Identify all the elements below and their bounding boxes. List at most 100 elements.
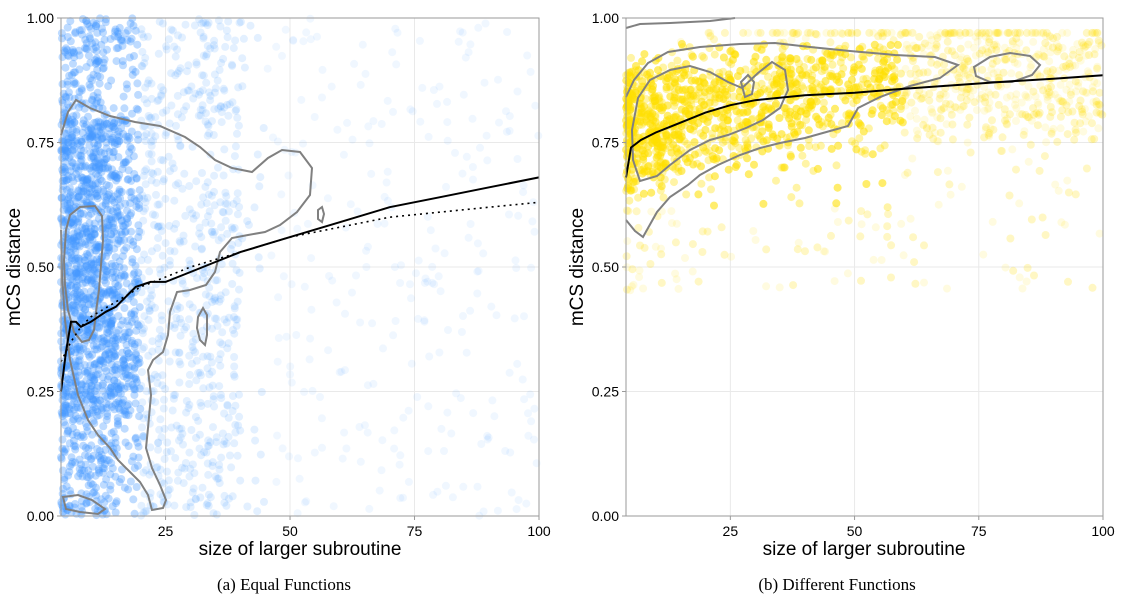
x-tick-label: 25: [158, 523, 174, 539]
data-point: [79, 292, 87, 301]
data-point: [62, 146, 71, 155]
data-point: [876, 144, 885, 153]
data-point: [210, 70, 219, 79]
data-point: [99, 386, 107, 395]
y-tick-label: 0.25: [27, 384, 54, 400]
data-point: [157, 332, 166, 341]
data-point: [216, 22, 225, 31]
data-point: [1079, 127, 1088, 136]
data-point: [182, 102, 191, 111]
data-point: [89, 371, 98, 380]
data-point: [677, 95, 686, 104]
data-point: [429, 86, 438, 94]
data-point: [286, 362, 295, 371]
data-point: [436, 287, 445, 296]
data-point: [830, 277, 839, 286]
data-point: [978, 28, 987, 37]
data-point: [686, 125, 695, 134]
data-point: [121, 332, 130, 341]
data-point: [80, 163, 89, 172]
data-point: [980, 133, 989, 142]
data-point: [232, 321, 241, 330]
data-point: [468, 114, 477, 123]
data-point: [887, 241, 896, 250]
data-point: [1027, 215, 1036, 224]
data-point: [128, 258, 137, 267]
data-point: [185, 315, 193, 324]
data-point: [104, 386, 113, 395]
data-point: [147, 291, 156, 300]
data-point: [117, 217, 126, 225]
data-point: [113, 421, 122, 430]
data-point: [494, 75, 502, 84]
data-point: [361, 69, 370, 78]
data-point: [202, 501, 211, 509]
data-point: [71, 442, 80, 451]
data-point: [139, 33, 148, 42]
data-point: [124, 26, 132, 35]
data-point: [102, 475, 111, 484]
data-point: [215, 382, 224, 391]
data-point: [93, 141, 102, 150]
data-point: [856, 121, 865, 130]
data-point: [458, 169, 467, 178]
data-point: [62, 148, 71, 157]
data-point: [505, 368, 514, 377]
data-point: [154, 49, 163, 58]
data-point: [203, 212, 212, 221]
data-point: [108, 153, 117, 162]
data-point: [221, 288, 230, 297]
data-point: [1035, 166, 1044, 175]
data-point: [171, 348, 180, 357]
data-point: [91, 162, 100, 171]
data-point: [505, 126, 514, 135]
data-point: [1071, 190, 1080, 199]
data-point: [282, 332, 291, 341]
data-point: [117, 320, 126, 329]
data-point: [1060, 220, 1069, 229]
data-point: [157, 311, 166, 320]
data-point: [75, 345, 84, 353]
data-point: [356, 318, 365, 327]
data-point: [474, 23, 483, 32]
data-point: [1064, 277, 1072, 286]
data-point: [160, 424, 169, 433]
data-point: [74, 367, 83, 376]
data-point: [524, 409, 532, 418]
data-point: [1089, 87, 1097, 96]
data-point: [701, 125, 710, 134]
data-point: [1015, 199, 1024, 208]
data-point: [651, 242, 660, 251]
data-point: [108, 207, 117, 216]
data-point: [404, 477, 413, 486]
data-point: [137, 368, 146, 377]
data-point: [128, 109, 136, 118]
data-point: [946, 190, 955, 199]
data-point: [232, 105, 241, 114]
data-point: [187, 359, 196, 368]
data-point: [114, 195, 123, 204]
data-point: [108, 135, 116, 144]
data-point: [300, 387, 309, 396]
data-point: [99, 272, 108, 281]
data-point: [173, 69, 182, 78]
data-point: [113, 417, 122, 426]
data-point: [76, 141, 85, 150]
data-point: [226, 245, 235, 253]
data-point: [363, 381, 372, 390]
data-point: [920, 278, 928, 287]
data-point: [215, 297, 224, 306]
data-point: [339, 150, 348, 159]
data-point: [318, 65, 327, 74]
data-point: [233, 113, 242, 122]
data-point: [128, 353, 137, 362]
data-point: [158, 108, 167, 117]
data-point: [710, 201, 718, 210]
data-point: [244, 220, 253, 229]
data-point: [178, 184, 187, 193]
data-point: [99, 185, 107, 194]
data-point: [138, 345, 147, 353]
data-point: [209, 423, 217, 432]
data-point: [906, 214, 915, 223]
data-point: [164, 476, 173, 485]
